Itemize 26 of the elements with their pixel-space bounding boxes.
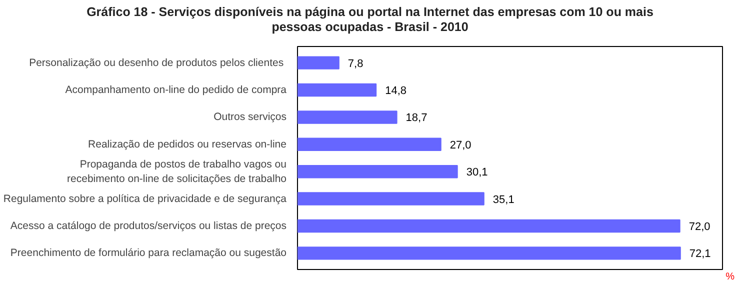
data-label: 30,1 (466, 166, 488, 179)
data-label: 72,0 (688, 220, 710, 233)
y-tick-label: Propaganda de postos de trabalho vagos ou recebimento on-line de solicitações de trabalho (67, 158, 287, 185)
data-label: 7,8 (348, 58, 364, 70)
bar (298, 246, 681, 260)
y-tick-label: Personalização ou desenho de produtos pelos clientes (29, 56, 284, 69)
bar (298, 164, 458, 178)
text: % (726, 272, 735, 282)
data-label: 18,7 (406, 112, 428, 124)
y-tick-label: Acesso a catálogo de produtos/serviços ou listas de preços (10, 220, 287, 232)
y-tick-label: Realização de pedidos ou reservas on-line (88, 138, 287, 150)
y-tick-label: Regulamento sobre a política de privacidade e de segurança (3, 192, 287, 205)
chart-title: Gráfico 18 - Serviços disponíveis na página ou portal na Internet das empresas com 10 ou mais pessoas ocupadas - Brasil - 2010 (86, 5, 654, 35)
bar (298, 192, 484, 206)
bar (298, 110, 398, 124)
bar (298, 219, 680, 233)
y-tick-label: Outros serviços (214, 111, 286, 124)
bar (298, 138, 442, 152)
data-label: 27,0 (450, 139, 472, 152)
bar (298, 83, 377, 97)
y-tick-label: Preenchimento de formulário para reclamação ou sugestão (10, 247, 287, 260)
data-label: 14,8 (385, 85, 407, 98)
y-tick-label: Acompanhamento on-line do pedido de compra (65, 84, 287, 96)
bar (298, 56, 340, 70)
data-label: 35,1 (492, 194, 514, 206)
data-label: 72,1 (689, 248, 711, 260)
